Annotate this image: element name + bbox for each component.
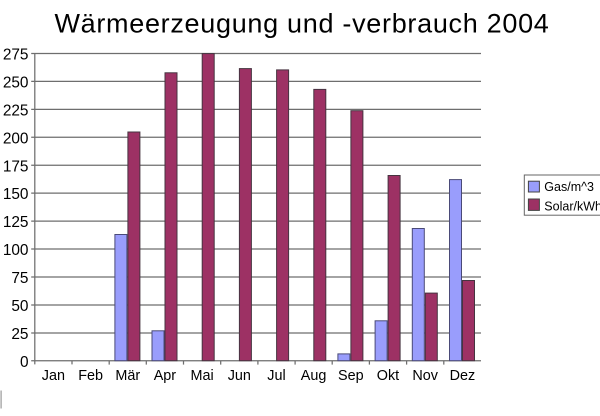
svg-text:Apr: Apr xyxy=(154,368,177,384)
svg-text:Solar/kWh: Solar/kWh xyxy=(544,200,600,214)
svg-text:Mai: Mai xyxy=(190,368,213,384)
svg-text:200: 200 xyxy=(3,130,29,147)
svg-text:Jun: Jun xyxy=(228,368,251,384)
svg-text:Feb: Feb xyxy=(78,368,103,384)
svg-text:125: 125 xyxy=(3,214,29,231)
svg-text:25: 25 xyxy=(11,326,28,343)
svg-text:Sep: Sep xyxy=(338,368,364,384)
svg-text:Wärmeerzeugung und -verbrauch: Wärmeerzeugung und -verbrauch 2004 xyxy=(54,9,549,39)
svg-text:75: 75 xyxy=(11,270,28,287)
svg-text:Aug: Aug xyxy=(301,368,327,384)
svg-text:Okt: Okt xyxy=(377,368,399,384)
svg-text:Mär: Mär xyxy=(115,368,140,384)
svg-text:50: 50 xyxy=(11,298,28,315)
svg-text:225: 225 xyxy=(3,102,29,119)
svg-text:150: 150 xyxy=(3,186,29,203)
svg-text:100: 100 xyxy=(3,242,29,259)
svg-text:250: 250 xyxy=(3,74,29,91)
svg-text:Jul: Jul xyxy=(267,368,285,384)
svg-text:Nov: Nov xyxy=(412,368,438,384)
svg-text:175: 175 xyxy=(3,158,29,175)
svg-text:275: 275 xyxy=(3,47,29,64)
svg-text:0: 0 xyxy=(20,354,29,371)
svg-text:Jan: Jan xyxy=(42,368,65,384)
svg-text:Dez: Dez xyxy=(450,368,476,384)
svg-text:Gas/m^3: Gas/m^3 xyxy=(544,180,594,194)
